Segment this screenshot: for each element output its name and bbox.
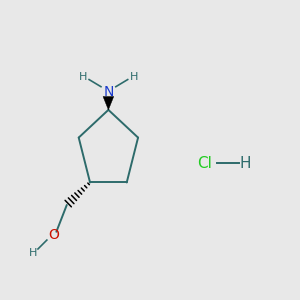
Text: H: H: [79, 72, 87, 82]
Text: H: H: [130, 72, 138, 82]
Text: N: N: [103, 85, 114, 99]
Text: O: O: [48, 228, 59, 242]
Polygon shape: [103, 97, 114, 110]
Text: Cl: Cl: [197, 156, 212, 171]
Text: H: H: [239, 156, 251, 171]
Text: H: H: [28, 248, 37, 257]
